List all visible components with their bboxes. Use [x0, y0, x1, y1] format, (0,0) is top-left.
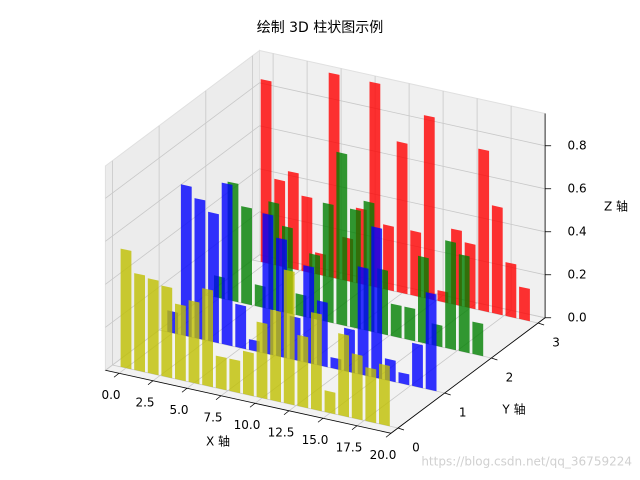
bar [322, 202, 334, 324]
bar [365, 367, 377, 424]
bar [396, 141, 408, 295]
y-tick [537, 322, 545, 326]
x-tick-label: 5.0 [169, 403, 188, 417]
y-tick-label: 3 [552, 336, 560, 350]
bar [120, 248, 132, 370]
x-tick-label: 10.0 [234, 418, 261, 432]
x-tick [385, 432, 392, 438]
y-tick-label: 2 [506, 371, 514, 385]
bar [404, 306, 416, 342]
bar [270, 309, 281, 403]
bar [297, 334, 309, 409]
x-tick-label: 15.0 [302, 433, 329, 447]
bar [458, 254, 470, 354]
bar [472, 321, 484, 357]
z-grid-line [105, 82, 546, 199]
bar [357, 266, 369, 377]
bar [371, 226, 383, 380]
bar [202, 288, 213, 388]
x-tick [113, 372, 120, 378]
x-tick-label: 0.0 [101, 388, 120, 402]
bar [147, 278, 159, 376]
chart-title: 绘制 3D 柱状图示例 [257, 20, 384, 36]
bar [256, 321, 268, 400]
x-tick-label: 20.0 [370, 448, 397, 462]
bar [412, 342, 423, 389]
x-tick-label: 17.5 [336, 440, 363, 454]
bar [505, 262, 517, 319]
bar [229, 358, 241, 394]
y-axis-label: Y 轴 [501, 402, 525, 417]
y-tick-label: 0 [412, 441, 420, 455]
bar [398, 372, 410, 386]
y-tick [491, 357, 498, 361]
bar [390, 303, 402, 339]
z-tick-label: 0.2 [568, 267, 587, 281]
bar [243, 350, 254, 397]
y-tick [397, 427, 405, 431]
bar [283, 269, 295, 406]
bar [161, 285, 173, 379]
bar [491, 205, 503, 316]
y-axis-line [390, 317, 546, 434]
bar [519, 286, 530, 322]
x-tick [317, 417, 324, 423]
y-tick-label: 1 [459, 406, 467, 420]
y-tick [444, 392, 451, 396]
bar [351, 353, 363, 421]
x-tick [351, 425, 358, 431]
bar [180, 184, 192, 338]
z-grid-line [105, 125, 546, 242]
z-tick-label: 0.6 [568, 181, 587, 195]
bar [324, 390, 336, 415]
x-tick-label: 2.5 [135, 395, 154, 409]
bar [478, 148, 490, 313]
bar [423, 115, 435, 301]
bar [241, 206, 252, 306]
x-tick-label: 12.5 [268, 425, 295, 439]
watermark: https://blog.csdn.net/qq_36759224 [421, 455, 632, 469]
z-tick-label: 0.8 [568, 138, 587, 152]
plot-area: 0.0 2.5 5.0 7.5 10.0 12.5 15.0 17.5 20.0 0 1 2 3 0.0 0… [101, 49, 587, 462]
x-tick [147, 380, 154, 386]
z-tick-label: 0.0 [568, 310, 587, 324]
x-tick-label: 7.5 [203, 410, 222, 424]
z-grid-line [105, 168, 546, 285]
bar [221, 182, 233, 347]
z-tick-label: 0.4 [568, 224, 587, 238]
z-axis-label: Z 轴 [604, 199, 628, 214]
bar [445, 240, 456, 351]
bar [188, 300, 200, 385]
bar [175, 303, 186, 382]
bar [336, 151, 348, 327]
bar [311, 312, 322, 412]
x-tick [181, 387, 188, 393]
x-axis-label: X 轴 [206, 434, 230, 449]
bar [235, 303, 247, 350]
bar [379, 363, 390, 427]
x-tick [249, 402, 256, 408]
bar [425, 292, 437, 392]
x-tick [215, 395, 222, 401]
bar [338, 333, 349, 418]
bar [215, 355, 227, 391]
bar [134, 273, 145, 373]
x-tick [283, 410, 290, 416]
